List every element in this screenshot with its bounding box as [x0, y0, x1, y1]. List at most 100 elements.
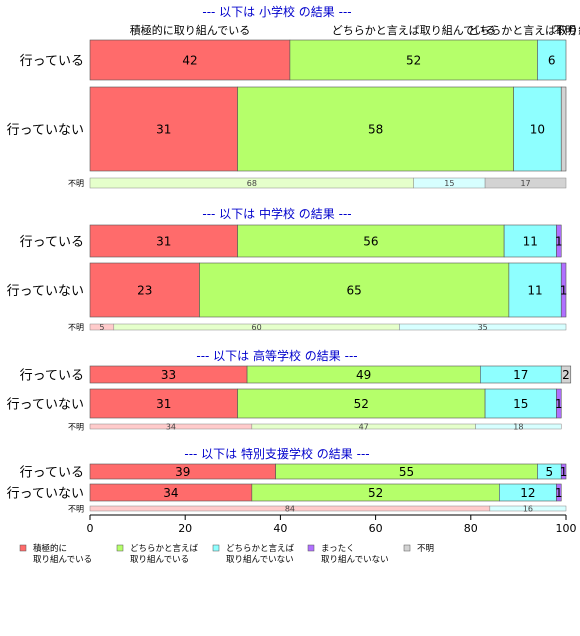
unknown-row-label: 不明 [68, 505, 84, 514]
bar-segment [513, 86, 562, 172]
bar-value-label: 1 [560, 284, 568, 298]
bar-value-label: 56 [363, 235, 378, 249]
x-tick-label: 20 [178, 522, 192, 535]
x-tick-label: 80 [464, 522, 478, 535]
top-category-label: 不明 [554, 24, 576, 37]
legend-label: 取り組んでいる [130, 554, 189, 565]
legend-swatch [19, 544, 27, 552]
unknown-value-label: 17 [520, 179, 530, 188]
bar-value-label: 15 [513, 397, 528, 411]
unknown-value-label: 15 [444, 179, 454, 188]
unknown-bar-segment [475, 423, 562, 430]
unknown-value-label: 18 [513, 423, 523, 432]
panel-title: --- 以下は 高等学校 の結果 --- [196, 348, 357, 363]
legend-swatch [307, 544, 315, 552]
bar-value-label: 11 [523, 235, 538, 249]
legend-swatch [116, 544, 124, 552]
bar-value-label: 10 [530, 123, 545, 137]
bar-value-label: 33 [161, 368, 176, 382]
unknown-bar-segment [489, 505, 567, 512]
legend-label: 取り組んでいない [226, 554, 294, 565]
bar-value-label: 12 [520, 486, 535, 500]
bar-value-label: 55 [399, 465, 414, 479]
bar-segment [537, 39, 567, 81]
bar-segment [556, 224, 562, 258]
bar-value-label: 6 [548, 54, 556, 68]
unknown-value-label: 16 [523, 505, 533, 514]
x-tick-label: 60 [369, 522, 383, 535]
bar-value-label: 31 [156, 397, 171, 411]
bar-value-label: 17 [513, 368, 528, 382]
bar-value-label: 5 [546, 465, 554, 479]
bar-segment [89, 262, 200, 318]
bar-value-label: 11 [527, 284, 542, 298]
bar-segment [484, 388, 557, 419]
bar-segment [560, 463, 567, 480]
unknown-row-label: 不明 [68, 423, 84, 432]
bar-value-label: 23 [137, 284, 152, 298]
top-category-label: どちらかと言えば取り組んでいる [332, 24, 496, 37]
bar-value-label: 31 [156, 123, 171, 137]
bar-value-label: 1 [555, 397, 563, 411]
bar-value-label: 1 [560, 465, 568, 479]
row-label: 行っている [20, 466, 84, 481]
row-label: 行っていない [7, 284, 84, 299]
bar-value-label: 52 [354, 397, 369, 411]
unknown-value-label: 47 [359, 423, 369, 432]
legend-label: どちらかと言えば [226, 543, 295, 554]
bar-value-label: 49 [356, 368, 371, 382]
bar-value-label: 1 [555, 486, 563, 500]
unknown-bar-segment [484, 177, 567, 189]
panel-title: --- 以下は 中学校 の結果 --- [202, 206, 351, 221]
bar-value-label: 58 [368, 123, 383, 137]
bar-segment [89, 39, 291, 81]
unknown-value-label: 35 [478, 323, 488, 332]
legend-label: 不明 [417, 544, 434, 554]
bar-segment [556, 483, 562, 502]
unknown-value-label: 5 [99, 323, 104, 332]
unknown-value-label: 68 [247, 179, 257, 188]
panel-title: --- 以下は 小学校 の結果 --- [202, 4, 351, 19]
bar-segment [560, 262, 567, 318]
bar-segment [503, 224, 557, 258]
legend-label: どちらかと言えば [130, 543, 199, 554]
bar-segment [199, 262, 510, 318]
bar-segment [560, 86, 567, 172]
row-label: 行っていない [7, 487, 84, 502]
x-tick-label: 40 [273, 522, 287, 535]
bar-segment [89, 86, 238, 172]
panel-title: --- 以下は 特別支援学校 の結果 --- [184, 446, 369, 461]
bar-segment [89, 388, 238, 419]
unknown-value-label: 34 [166, 423, 176, 432]
bar-segment [556, 388, 562, 419]
bar-value-label: 31 [156, 235, 171, 249]
legend-label: 取り組んでいない [321, 554, 389, 565]
bar-segment [237, 86, 514, 172]
row-label: 行っている [20, 54, 84, 69]
x-tick-label: 0 [87, 522, 94, 535]
unknown-row-label: 不明 [68, 179, 84, 188]
unknown-bar-segment [399, 323, 567, 331]
bar-value-label: 65 [347, 284, 362, 298]
x-tick-label: 100 [556, 522, 577, 535]
bar-value-label: 52 [406, 54, 421, 68]
unknown-value-label: 84 [285, 505, 295, 514]
bar-segment [508, 262, 562, 318]
bar-segment [237, 388, 486, 419]
unknown-value-label: 60 [252, 323, 262, 332]
bar-segment [237, 224, 505, 258]
legend-label: 取り組んでいる [33, 554, 92, 565]
legend-label: まったく [321, 544, 355, 554]
bar-value-label: 2 [562, 368, 570, 382]
top-category-label: 積極的に取り組んでいる [130, 23, 250, 37]
legend-swatch [212, 544, 220, 552]
bar-value-label: 39 [175, 465, 190, 479]
row-label: 行っている [20, 369, 84, 384]
row-label: 行っていない [7, 398, 84, 413]
bar-segment [560, 365, 572, 384]
legend-label: 積極的に [33, 543, 67, 554]
bar-value-label: 52 [368, 486, 383, 500]
unknown-row-label: 不明 [68, 323, 84, 332]
